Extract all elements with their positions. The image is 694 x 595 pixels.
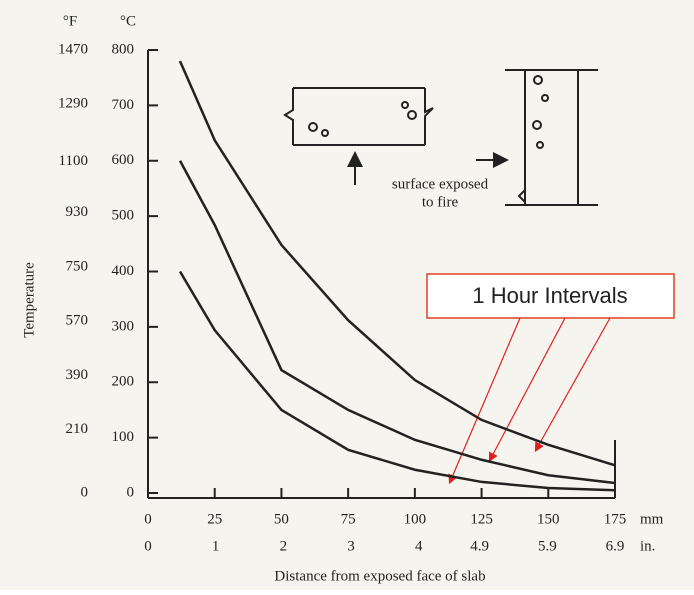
y2-tick-label: 1100 (59, 153, 88, 169)
annotation: 1 Hour Intervals (472, 283, 627, 308)
x2-unit: in. (640, 538, 655, 554)
x2-tick-label: 3 (347, 538, 355, 554)
x-label: Distance from exposed face of slab (274, 568, 485, 584)
x-unit: mm (640, 511, 664, 527)
y-tick-label: 200 (112, 374, 135, 390)
y2-tick-label: 390 (66, 367, 89, 383)
x2-tick-label: 2 (280, 538, 288, 554)
figure-text: to fire (422, 194, 459, 210)
y2-tick-label: 930 (66, 204, 89, 220)
x2-tick-label: 4.9 (470, 538, 489, 554)
slab-figure (283, 69, 598, 206)
x-tick-label: 100 (404, 511, 427, 527)
x2-tick-label: 5.9 (538, 538, 557, 554)
y2-tick-label: 750 (66, 258, 89, 274)
x-tick-label: 175 (604, 511, 627, 527)
line (178, 270, 616, 492)
x2-tick-label: 0 (144, 538, 152, 554)
y2-tick-label: 1470 (58, 41, 88, 57)
x-tick-label: 75 (341, 511, 356, 527)
x-tick-label: 0 (144, 511, 152, 527)
y-tick-label: 0 (127, 484, 135, 500)
y-tick-label: 300 (112, 318, 135, 334)
y-tick-label: 100 (112, 429, 135, 445)
y2-tick-label: 1290 (58, 96, 88, 112)
x-tick-label: 150 (537, 511, 560, 527)
y2-tick-label: 570 (66, 313, 89, 329)
y2-tick-label: 210 (66, 421, 89, 437)
x-tick-label: 125 (470, 511, 493, 527)
y-tick-label: 800 (112, 41, 135, 57)
x2-tick-label: 1 (212, 538, 220, 554)
x2-tick-label: 6.9 (606, 538, 625, 554)
line (178, 60, 616, 467)
y-tick-label: 500 (112, 208, 135, 224)
y-tick-label: 700 (112, 97, 135, 113)
y2-unit: °F (63, 13, 77, 29)
x2-tick-label: 4 (415, 538, 423, 554)
y-tick-label: 400 (112, 263, 135, 279)
y-tick-label: 600 (112, 152, 135, 168)
annotation-box (426, 273, 675, 319)
line (178, 160, 616, 485)
y2-tick-label: 0 (81, 484, 89, 500)
x-tick-label: 25 (207, 511, 222, 527)
x-tick-label: 50 (274, 511, 289, 527)
y-unit: °C (120, 13, 136, 29)
y-label: Temperature (21, 262, 37, 338)
figure-text: surface exposed (392, 176, 489, 192)
